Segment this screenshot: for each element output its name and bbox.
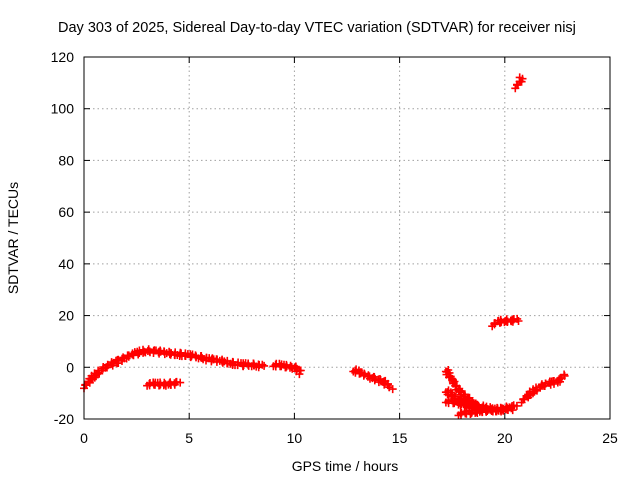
x-tick-label: 15: [392, 430, 408, 446]
x-tick-label: 10: [287, 430, 303, 446]
plot-frame: [83, 56, 611, 420]
x-tick-label: 5: [185, 430, 193, 446]
data-point: [114, 355, 123, 364]
x-tick-label: 0: [80, 430, 88, 446]
y-tick-label: 120: [51, 49, 75, 65]
y-tick-label: -20: [54, 411, 74, 427]
y-tick-label: 0: [66, 359, 74, 375]
y-axis-label: SDTVAR / TECUs: [5, 182, 21, 294]
data-point: [276, 362, 285, 371]
y-tick-label: 20: [58, 308, 74, 324]
y-tick-label: 60: [58, 204, 74, 220]
data-point: [258, 360, 267, 369]
x-tick-labels: 0 5 10 15 20 25: [80, 430, 618, 446]
data-point: [388, 385, 397, 394]
grid-lines: [84, 57, 610, 419]
data-point: [560, 371, 569, 380]
y-tick-labels: -20 0 20 40 60 80 100 120: [51, 49, 75, 427]
x-tick-label: 20: [497, 430, 513, 446]
data-point: [176, 378, 185, 387]
data-point: [260, 361, 269, 370]
chart-title: Day 303 of 2025, Sidereal Day-to-day VTE…: [58, 20, 576, 36]
data-point: [518, 74, 527, 83]
data-point: [295, 370, 304, 379]
x-axis-label: GPS time / hours: [292, 458, 399, 474]
data-point: [487, 405, 496, 414]
data-points: [80, 73, 569, 420]
data-point: [508, 406, 517, 415]
data-point: [514, 317, 523, 325]
data-point: [512, 401, 521, 410]
axis-ticks: [83, 56, 611, 420]
x-tick-label: 25: [602, 430, 618, 446]
y-tick-label: 100: [51, 101, 75, 117]
y-tick-label: 40: [58, 256, 74, 272]
data-point: [296, 366, 305, 375]
y-tick-label: 80: [58, 152, 74, 168]
